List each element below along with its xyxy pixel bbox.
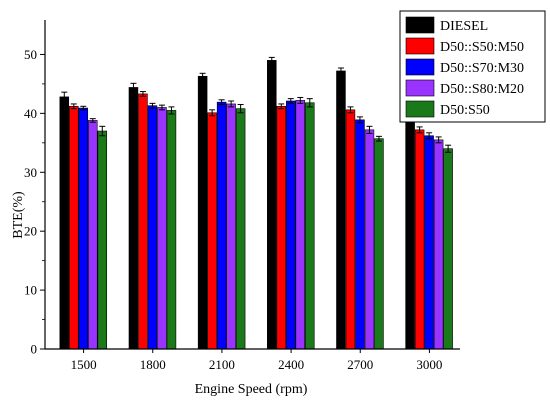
bar-D50:S50-3000 bbox=[443, 148, 453, 350]
legend-swatch-D50::S70:M30 bbox=[405, 58, 435, 76]
error-bar-D50::S70:M30-1500 bbox=[80, 105, 87, 111]
bar-D50::S50:M50-1500 bbox=[69, 105, 79, 350]
bar-D50::S50:M50-2100 bbox=[207, 112, 217, 350]
bar-D50::S50:M50-1800 bbox=[138, 93, 148, 350]
legend-swatch-D50::S50:M50 bbox=[405, 37, 435, 55]
error-bar-D50::S70:M30-3000 bbox=[426, 132, 433, 140]
bar-D50::S50:M50-2400 bbox=[276, 105, 287, 350]
x-tick-label: 1500 bbox=[71, 357, 97, 372]
legend-swatch-DIESEL bbox=[405, 16, 435, 34]
y-tick-label: 0 bbox=[31, 342, 38, 357]
bar-D50::S80:M20-1800 bbox=[157, 107, 167, 350]
error-bar-D50:S50-1800 bbox=[168, 106, 175, 115]
legend-label-D50::S70:M30: D50::S70:M30 bbox=[440, 61, 524, 76]
bar-D50::S70:M30-2100 bbox=[216, 101, 227, 350]
legend-swatch-D50:S50 bbox=[405, 100, 435, 118]
bar-D50::S80:M20-2700 bbox=[364, 129, 375, 350]
y-tick-label: 50 bbox=[24, 47, 37, 62]
error-bar-D50:S50-1500 bbox=[99, 125, 106, 137]
error-bar-D50::S70:M30-2700 bbox=[356, 116, 363, 124]
error-bar-D50::S70:M30-2100 bbox=[218, 99, 225, 106]
bar-D50::S80:M20-2400 bbox=[295, 100, 306, 350]
error-bar-D50::S80:M20-1800 bbox=[158, 104, 165, 111]
bar-D50::S70:M30-1500 bbox=[78, 107, 89, 350]
error-bar-DIESEL-1500 bbox=[61, 91, 68, 103]
bar-DIESEL-1800 bbox=[128, 87, 139, 350]
error-bar-DIESEL-1800 bbox=[130, 82, 137, 93]
bar-DIESEL-2700 bbox=[336, 70, 346, 350]
legend-swatch-D50::S80:M20 bbox=[405, 79, 435, 97]
y-tick-label: 40 bbox=[24, 106, 37, 121]
bars-layer bbox=[59, 56, 453, 350]
error-bar-D50::S70:M30-2400 bbox=[287, 98, 294, 104]
error-bar-D50::S50:M50-2400 bbox=[278, 103, 285, 110]
bar-D50:S50-1500 bbox=[97, 130, 108, 350]
y-tick-label: 20 bbox=[24, 224, 37, 239]
bar-D50::S70:M30-1800 bbox=[147, 105, 158, 350]
legend: DIESELD50::S50:M50D50::S70:M30D50::S80:M… bbox=[399, 10, 546, 123]
bar-D50::S70:M30-3000 bbox=[424, 135, 434, 350]
y-axis-label: BTE(%) bbox=[11, 191, 26, 239]
x-tick-label: 2700 bbox=[347, 357, 373, 372]
bar-D50::S80:M20-1500 bbox=[88, 120, 98, 350]
error-bar-D50::S50:M50-2700 bbox=[347, 106, 354, 114]
error-bar-D50::S80:M20-2400 bbox=[297, 96, 304, 104]
bar-D50::S80:M20-2100 bbox=[226, 103, 236, 350]
bar-D50:S50-2700 bbox=[374, 138, 384, 350]
bar-D50:S50-2400 bbox=[305, 102, 315, 350]
error-bar-D50::S50:M50-1500 bbox=[70, 103, 77, 110]
bar-D50:S50-1800 bbox=[166, 110, 177, 350]
error-bar-DIESEL-2700 bbox=[337, 67, 344, 75]
x-tick-label: 1800 bbox=[140, 357, 166, 372]
axes-layer: 1500 1800 2100 2400 2700 3000 0 10 20 30 40 50 bbox=[24, 20, 460, 372]
bar-D50:S50-2100 bbox=[235, 108, 246, 350]
x-axis-label: Engine Speed (rpm) bbox=[195, 382, 308, 397]
error-bar-D50::S80:M20-2100 bbox=[228, 100, 235, 108]
legend-label-DIESEL: DIESEL bbox=[440, 19, 488, 34]
legend-label-D50:S50: D50:S50 bbox=[440, 103, 490, 118]
bar-D50::S50:M50-3000 bbox=[414, 129, 425, 350]
x-tick-label: 2400 bbox=[278, 357, 304, 372]
error-bar-D50::S50:M50-3000 bbox=[416, 126, 423, 134]
bar-DIESEL-2100 bbox=[197, 75, 208, 350]
error-bar-D50:S50-3000 bbox=[445, 144, 452, 153]
error-bar-D50::S80:M20-1500 bbox=[89, 118, 96, 123]
bar-D50::S70:M30-2700 bbox=[355, 119, 365, 350]
bar-D50::S50:M50-2700 bbox=[345, 109, 356, 350]
y-tick-label: 10 bbox=[24, 283, 37, 298]
legend-label-D50::S80:M20: D50::S80:M20 bbox=[440, 82, 524, 97]
error-bar-D50::S70:M30-1800 bbox=[149, 102, 156, 109]
error-bar-D50::S80:M20-2700 bbox=[366, 125, 373, 134]
error-bar-D50::S50:M50-2100 bbox=[209, 109, 216, 117]
x-tick-label: 3000 bbox=[416, 357, 442, 372]
error-bar-D50:S50-2400 bbox=[306, 98, 313, 108]
legend-label-D50::S50:M50: D50::S50:M50 bbox=[440, 40, 524, 55]
error-bar-D50::S50:M50-1800 bbox=[139, 91, 146, 97]
error-bar-D50:S50-2700 bbox=[375, 135, 382, 142]
bar-DIESEL-2400 bbox=[267, 60, 277, 350]
bar-DIESEL-1500 bbox=[59, 96, 70, 350]
bar-D50::S80:M20-3000 bbox=[433, 139, 444, 350]
x-tick-label: 2100 bbox=[209, 357, 235, 372]
error-bar-DIESEL-2400 bbox=[268, 56, 275, 64]
y-tick-label: 30 bbox=[24, 165, 37, 180]
error-bar-D50::S80:M20-3000 bbox=[435, 136, 442, 144]
bar-DIESEL-3000 bbox=[405, 100, 415, 350]
error-bar-DIESEL-2100 bbox=[199, 72, 206, 80]
bar-D50::S70:M30-2400 bbox=[286, 100, 296, 350]
error-bar-D50:S50-2100 bbox=[237, 104, 244, 114]
